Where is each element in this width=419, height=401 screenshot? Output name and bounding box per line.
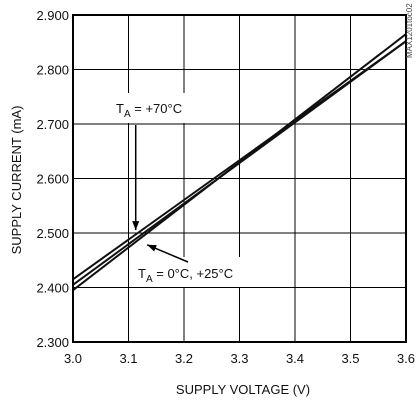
annotation-70c-label: TA = +70°C [116, 101, 182, 120]
x-axis-title: SUPPLY VOLTAGE (V) [176, 382, 310, 397]
y-tick-label: 2.700 [36, 117, 69, 132]
x-tick-label: 3.3 [230, 351, 248, 366]
annotation-70c-main: T [116, 101, 124, 116]
x-tick-label: 3.5 [341, 351, 359, 366]
x-tick-label: 3.1 [119, 351, 137, 366]
y-axis-title: SUPPLY CURRENT (mA) [9, 106, 24, 255]
annotation-0c-25c-arrow [146, 244, 189, 263]
series-lines [72, 33, 407, 291]
figure-id-label: MAX1201toc02 [405, 3, 414, 58]
y-tick-label: 2.600 [36, 172, 69, 187]
x-tick-label: 3.0 [64, 351, 82, 366]
grid-lines [73, 15, 406, 342]
annotation-70c-rest: = +70°C [131, 101, 182, 116]
annotations: TA = +70°C TA = 0°C, +25°C [108, 93, 258, 287]
x-tick-label: 3.6 [397, 351, 415, 366]
x-tick-label: 3.4 [286, 351, 304, 366]
x-tick-label: 3.2 [175, 351, 193, 366]
y-tick-label: 2.300 [36, 335, 69, 350]
annotation-70c-arrow [132, 125, 140, 231]
y-tick-label: 2.500 [36, 226, 69, 241]
annotation-0c-25c-sub: A [146, 274, 153, 285]
y-tick-label: 2.800 [36, 63, 69, 78]
annotation-70c-bg [108, 93, 194, 123]
annotation-0c-25c-main: T [138, 266, 146, 281]
y-tick-labels: 2.300 2.400 2.500 2.600 2.700 2.800 2.900 [36, 8, 69, 350]
x-tick-labels: 3.0 3.1 3.2 3.3 3.4 3.5 3.6 [64, 351, 415, 366]
annotation-0c-25c-bg [134, 257, 258, 287]
annotation-70c-sub: A [124, 109, 131, 120]
plot-frame [72, 14, 407, 343]
y-tick-label: 2.400 [36, 281, 69, 296]
y-tick-label: 2.900 [36, 8, 69, 23]
annotation-0c-25c-label: TA = 0°C, +25°C [138, 266, 233, 285]
annotation-0c-25c-rest: = 0°C, +25°C [153, 266, 234, 281]
series-line-3 [72, 40, 407, 281]
